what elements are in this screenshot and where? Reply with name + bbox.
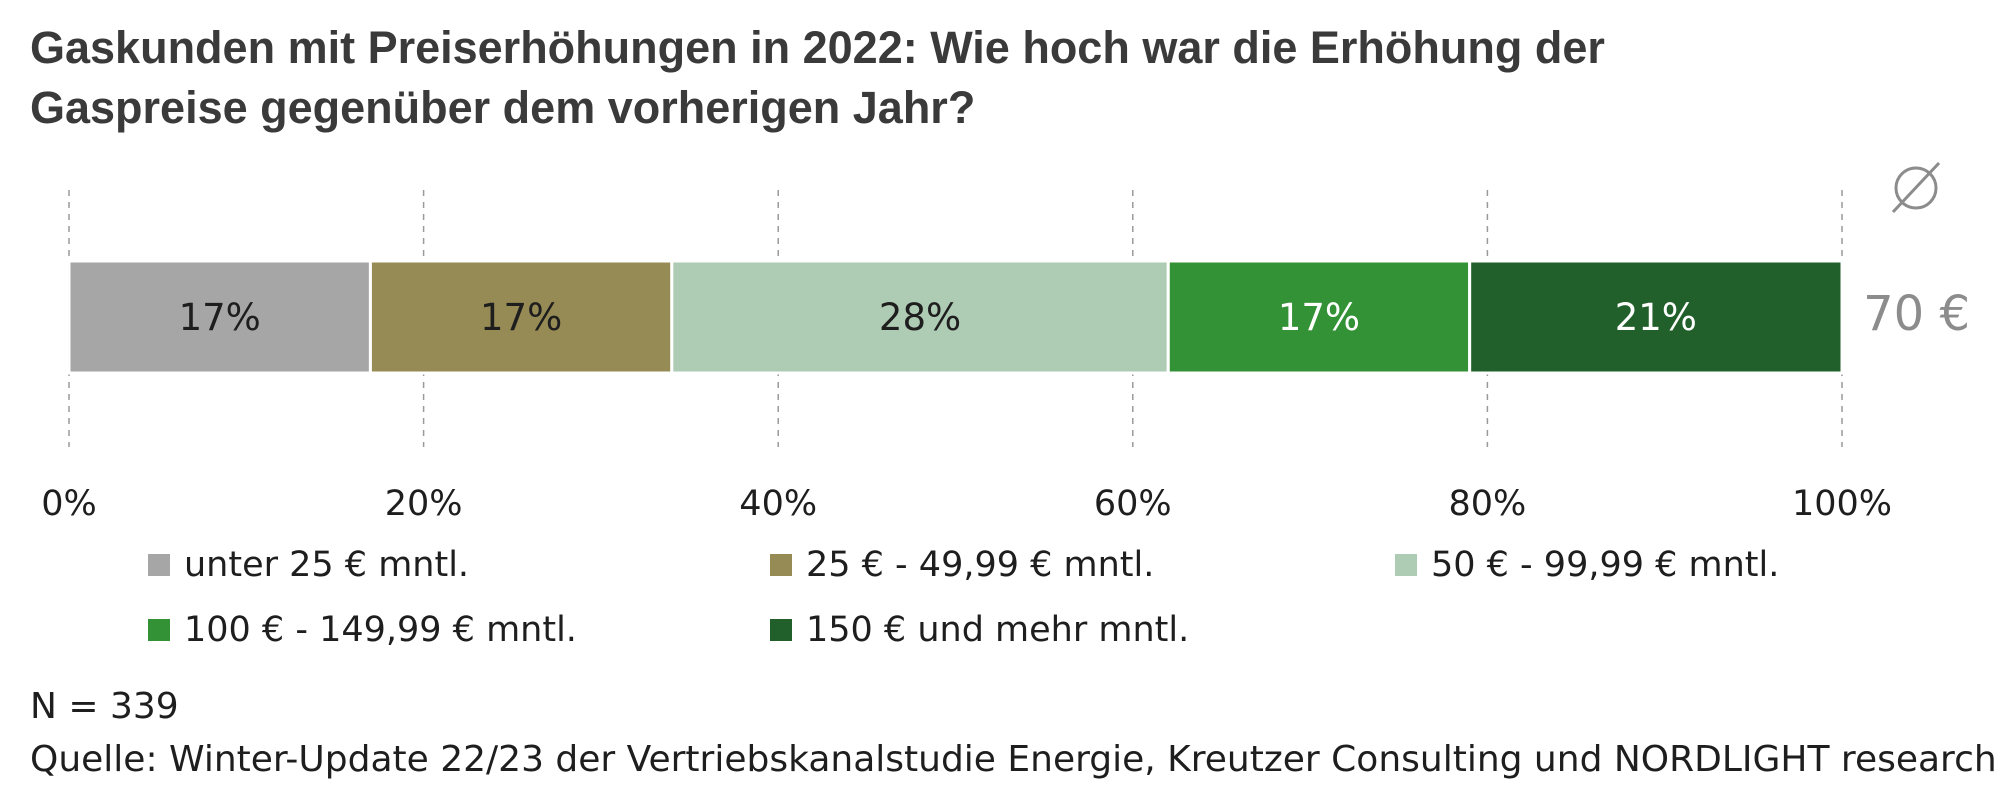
legend-label: 50 € - 99,99 € mntl. (1431, 545, 1780, 585)
bar-segment (1166, 259, 1472, 375)
bar-data-label: 21% (1615, 296, 1697, 339)
legend-item: 50 € - 99,99 € mntl. (1395, 545, 1779, 585)
legend-item: unter 25 € mntl. (148, 545, 469, 585)
legend-label: unter 25 € mntl. (184, 545, 470, 585)
legend-swatch (770, 554, 792, 576)
legend-label: 100 € - 149,99 € mntl. (184, 610, 577, 650)
average-symbol-icon (1891, 161, 1941, 214)
chart-title-line-1: Gaskunden mit Preiserhöhungen in 2022: W… (30, 22, 1605, 73)
legend-item: 150 € und mehr mntl. (770, 610, 1189, 650)
chart-title: Gaskunden mit Preiserhöhungen in 2022: W… (30, 18, 1930, 138)
x-tick-label: 60% (1094, 484, 1172, 524)
x-tick-label: 20% (385, 484, 463, 524)
legend-item: 100 € - 149,99 € mntl. (148, 610, 577, 650)
bar-data-label: 28% (879, 296, 961, 339)
x-tick-label: 0% (41, 484, 97, 524)
sample-size: N = 339 (30, 686, 179, 727)
average-annotation: 70 € (1863, 161, 1970, 342)
bar-segment (67, 259, 372, 375)
legend-label: 25 € - 49,99 € mntl. (806, 545, 1155, 585)
legend-swatch (148, 554, 170, 576)
x-tick-label: 100% (1792, 484, 1892, 524)
bar-data-label: 17% (1278, 296, 1360, 339)
legend-swatch (1395, 554, 1417, 576)
bar-data-label: 17% (480, 296, 562, 339)
bar-segments (67, 259, 1844, 375)
legend-label: 150 € und mehr mntl. (806, 610, 1190, 650)
legend-swatch (770, 619, 792, 641)
bar-data-labels: 17% 17% 28% 17% 21% (179, 296, 1697, 339)
x-tick-label: 40% (739, 484, 817, 524)
bar-data-label: 17% (179, 296, 261, 339)
legend-swatch (148, 619, 170, 641)
bar-segment (1468, 259, 1844, 375)
x-tick-label: 80% (1449, 484, 1527, 524)
chart-title-line-2: Gaspreise gegenüber dem vorherigen Jahr? (30, 82, 976, 133)
stacked-bar-chart: 17% 17% 28% 17% 21% 0% 20% 40% 60% 80% 100% 70 € (41, 161, 1970, 524)
average-value: 70 € (1863, 286, 1970, 342)
footer: N = 339 Quelle: Winter-Update 22/23 der … (30, 680, 1997, 786)
legend-item: 25 € - 49,99 € mntl. (770, 545, 1154, 585)
source-note: Quelle: Winter-Update 22/23 der Vertrieb… (30, 739, 1997, 780)
x-axis-tick-labels: 0% 20% 40% 60% 80% 100% (41, 484, 1892, 524)
